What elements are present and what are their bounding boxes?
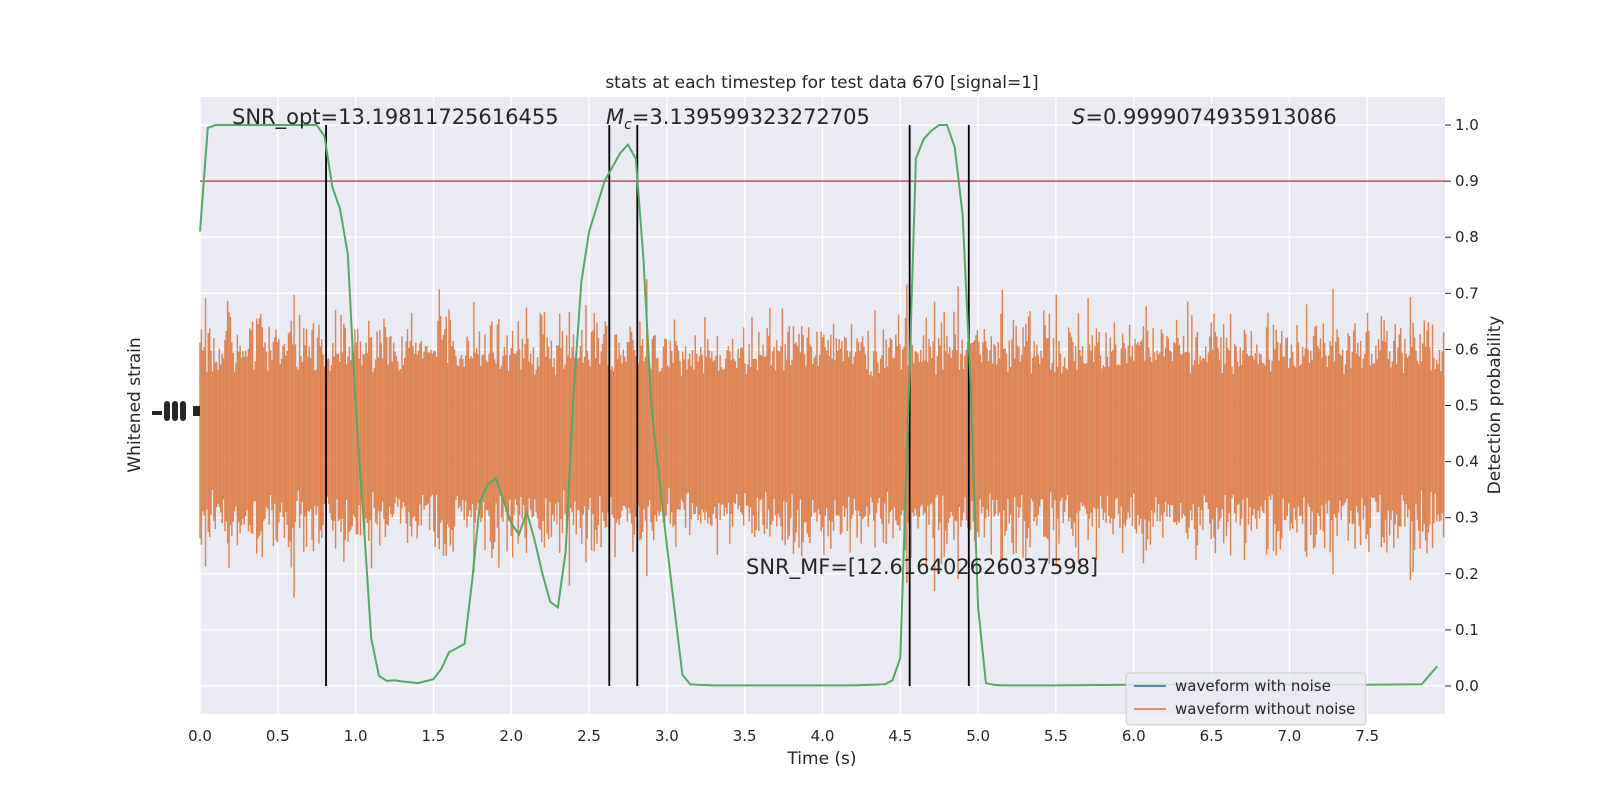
strain-series-waveform-without-noise [199, 279, 1445, 598]
y-axis-label-right: Detection probability [1485, 316, 1505, 495]
legend: waveform with noise waveform without noi… [1125, 672, 1367, 726]
y-tick-label-right-5: 0.5 [1455, 397, 1479, 415]
y-tick-label-right-6: 0.6 [1455, 340, 1479, 358]
left-axis-collapsed-ticks [152, 401, 200, 421]
y-tick-label-right-9: 0.9 [1455, 172, 1479, 190]
chart-title: stats at each timestep for test data 670… [605, 73, 1038, 93]
y-tick-label-right-7: 0.7 [1455, 284, 1479, 302]
y-tick-label-right-8: 0.8 [1455, 228, 1479, 246]
x-tick-label-1: 0.5 [266, 727, 290, 745]
annotation-snr-mf: SNR_MF=[12.616402626037598] [746, 555, 1098, 580]
annotation-chirp-mass-symbol: M [606, 105, 624, 129]
x-axis-label: Time (s) [786, 749, 856, 769]
annotation-chirp-mass-subscript: c [624, 117, 632, 133]
x-tick-label-4: 2.0 [499, 727, 523, 745]
y-tick-labels-right: 0.0 0.1 0.2 0.3 0.4 0.5 0.6 0.7 0.8 0.9 1.0 [1445, 116, 1479, 695]
x-tick-label-10: 5.0 [966, 727, 990, 745]
x-tick-label-9: 4.5 [888, 727, 912, 745]
y-tick-label-right-1: 0.1 [1455, 621, 1479, 639]
x-tick-label-3: 1.5 [422, 727, 446, 745]
x-tick-label-13: 6.5 [1200, 727, 1224, 745]
y-tick-label-right-0: 0.0 [1455, 677, 1479, 695]
annotation-s-symbol: S [1072, 105, 1085, 129]
legend-label-without-noise: waveform without noise [1175, 700, 1355, 718]
legend-label-with-noise: waveform with noise [1175, 677, 1331, 695]
annotation-s: S=0.9999074935913086 [1072, 105, 1337, 129]
x-tick-label-15: 7.5 [1355, 727, 1379, 745]
x-tick-label-8: 4.0 [811, 727, 835, 745]
x-tick-label-12: 6.0 [1122, 727, 1146, 745]
x-tick-label-2: 1.0 [344, 727, 368, 745]
y-tick-label-right-4: 0.4 [1455, 453, 1479, 471]
probability-series [199, 124, 1438, 687]
annotation-snr-opt: SNR_opt=13.19811725616455 [232, 105, 559, 130]
probability-line [199, 124, 1438, 687]
x-tick-label-7: 3.5 [733, 727, 757, 745]
y-axis-label-left: Whitened strain [125, 337, 145, 472]
x-tick-labels: 0.0 0.5 1.0 1.5 2.0 2.5 3.0 3.5 4.0 4.5 5.0 5.5 6.0 6… [188, 727, 1379, 745]
x-tick-label-5: 2.5 [577, 727, 601, 745]
annotation-chirp-mass-value: =3.139599323272705 [632, 105, 870, 129]
vertical-lines [325, 125, 970, 686]
x-tick-label-6: 3.0 [655, 727, 679, 745]
y-tick-label-right-3: 0.3 [1455, 509, 1479, 527]
x-tick-label-14: 7.0 [1277, 727, 1301, 745]
x-tick-label-0: 0.0 [188, 727, 212, 745]
legend-box [1125, 672, 1367, 726]
y-tick-label-right-10: 1.0 [1455, 116, 1479, 134]
y-tick-label-right-2: 0.2 [1455, 565, 1479, 583]
annotation-chirp-mass: Mc=3.139599323272705 [606, 105, 870, 133]
annotation-s-value: =0.9999074935913086 [1085, 105, 1336, 129]
x-tick-label-11: 5.5 [1044, 727, 1068, 745]
